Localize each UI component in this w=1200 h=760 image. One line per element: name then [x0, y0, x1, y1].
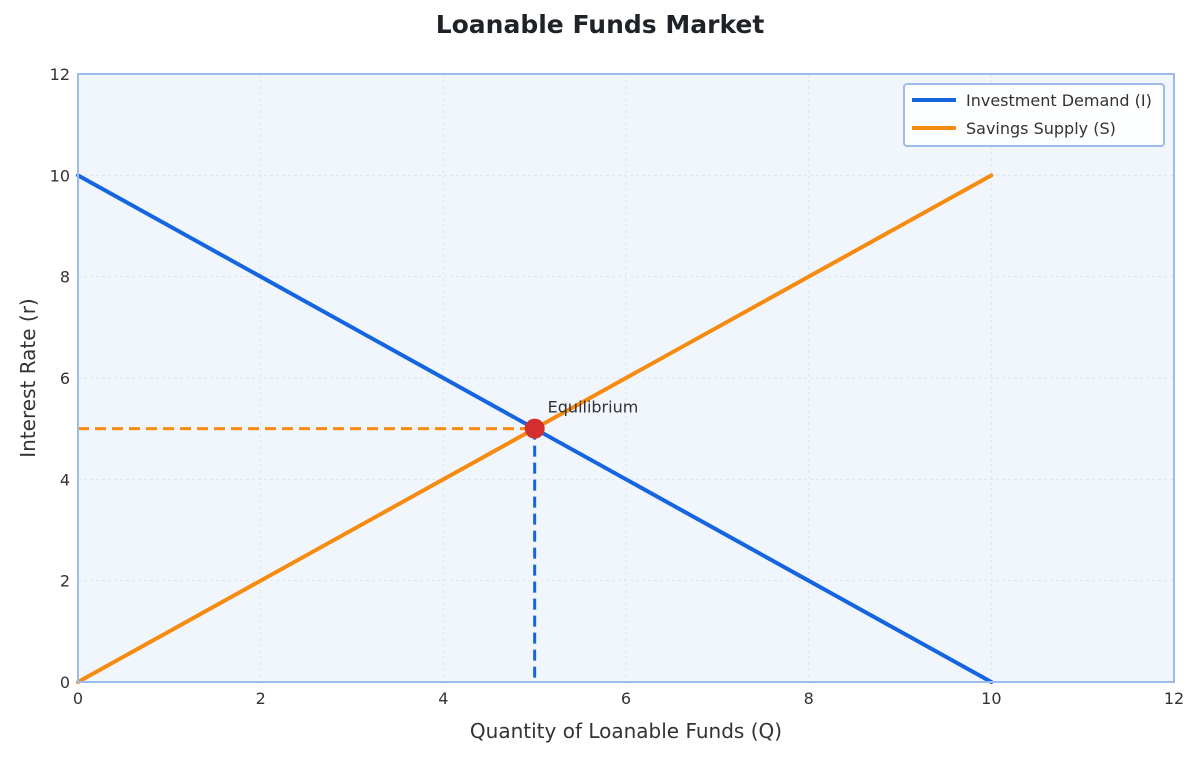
y-tick-label: 4: [60, 470, 70, 489]
legend-label: Investment Demand (I): [966, 91, 1152, 110]
x-tick-label: 8: [804, 689, 814, 708]
equilibrium-point: [524, 418, 545, 439]
y-tick-label: 6: [60, 369, 70, 388]
y-tick-label: 12: [50, 65, 70, 84]
x-tick-label: 0: [73, 689, 83, 708]
x-tick-label: 12: [1164, 689, 1184, 708]
y-tick-label: 2: [60, 572, 70, 591]
x-tick-label: 10: [981, 689, 1001, 708]
y-tick-label: 8: [60, 268, 70, 287]
x-tick-label: 6: [621, 689, 631, 708]
equilibrium-label: Equilibrium: [548, 398, 639, 417]
x-tick-label: 4: [438, 689, 448, 708]
legend-label: Savings Supply (S): [966, 119, 1116, 138]
y-tick-label: 10: [50, 166, 70, 185]
chart-title: Loanable Funds Market: [435, 10, 765, 39]
plot-frame: [77, 73, 1175, 683]
x-tick-label: 2: [256, 689, 266, 708]
y-axis-label: Interest Rate (r): [16, 298, 40, 457]
x-axis-label: Quantity of Loanable Funds (Q): [470, 719, 782, 743]
y-tick-label: 0: [60, 673, 70, 692]
legend-box: [903, 83, 1165, 147]
